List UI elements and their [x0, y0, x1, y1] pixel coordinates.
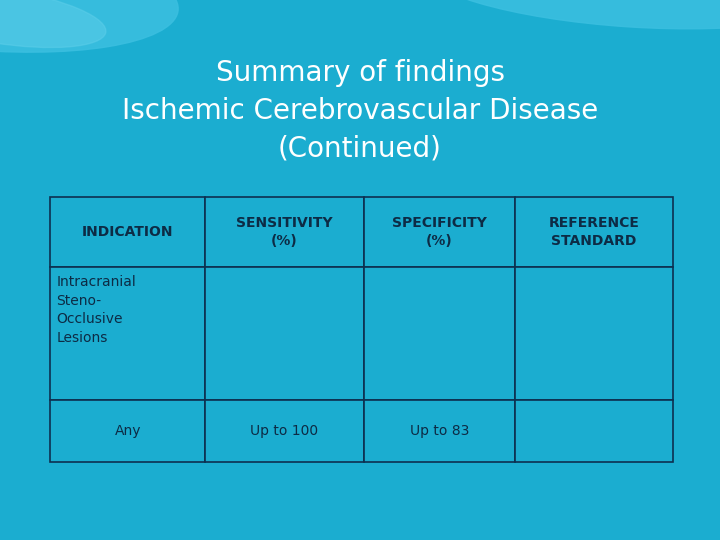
Text: REFERENCE
STANDARD: REFERENCE STANDARD: [549, 216, 639, 248]
Text: SENSITIVITY
(%): SENSITIVITY (%): [236, 216, 333, 248]
Text: Any: Any: [114, 424, 141, 437]
Text: Up to 100: Up to 100: [251, 424, 318, 437]
Text: Intracranial
Steno-
Occlusive
Lesions: Intracranial Steno- Occlusive Lesions: [56, 275, 136, 345]
Text: Up to 83: Up to 83: [410, 424, 469, 437]
Text: Ischemic Cerebrovascular Disease: Ischemic Cerebrovascular Disease: [122, 97, 598, 125]
Text: Summary of findings: Summary of findings: [215, 59, 505, 87]
Text: (Continued): (Continued): [278, 134, 442, 163]
Text: INDICATION: INDICATION: [82, 225, 174, 239]
Text: SPECIFICITY
(%): SPECIFICITY (%): [392, 216, 487, 248]
